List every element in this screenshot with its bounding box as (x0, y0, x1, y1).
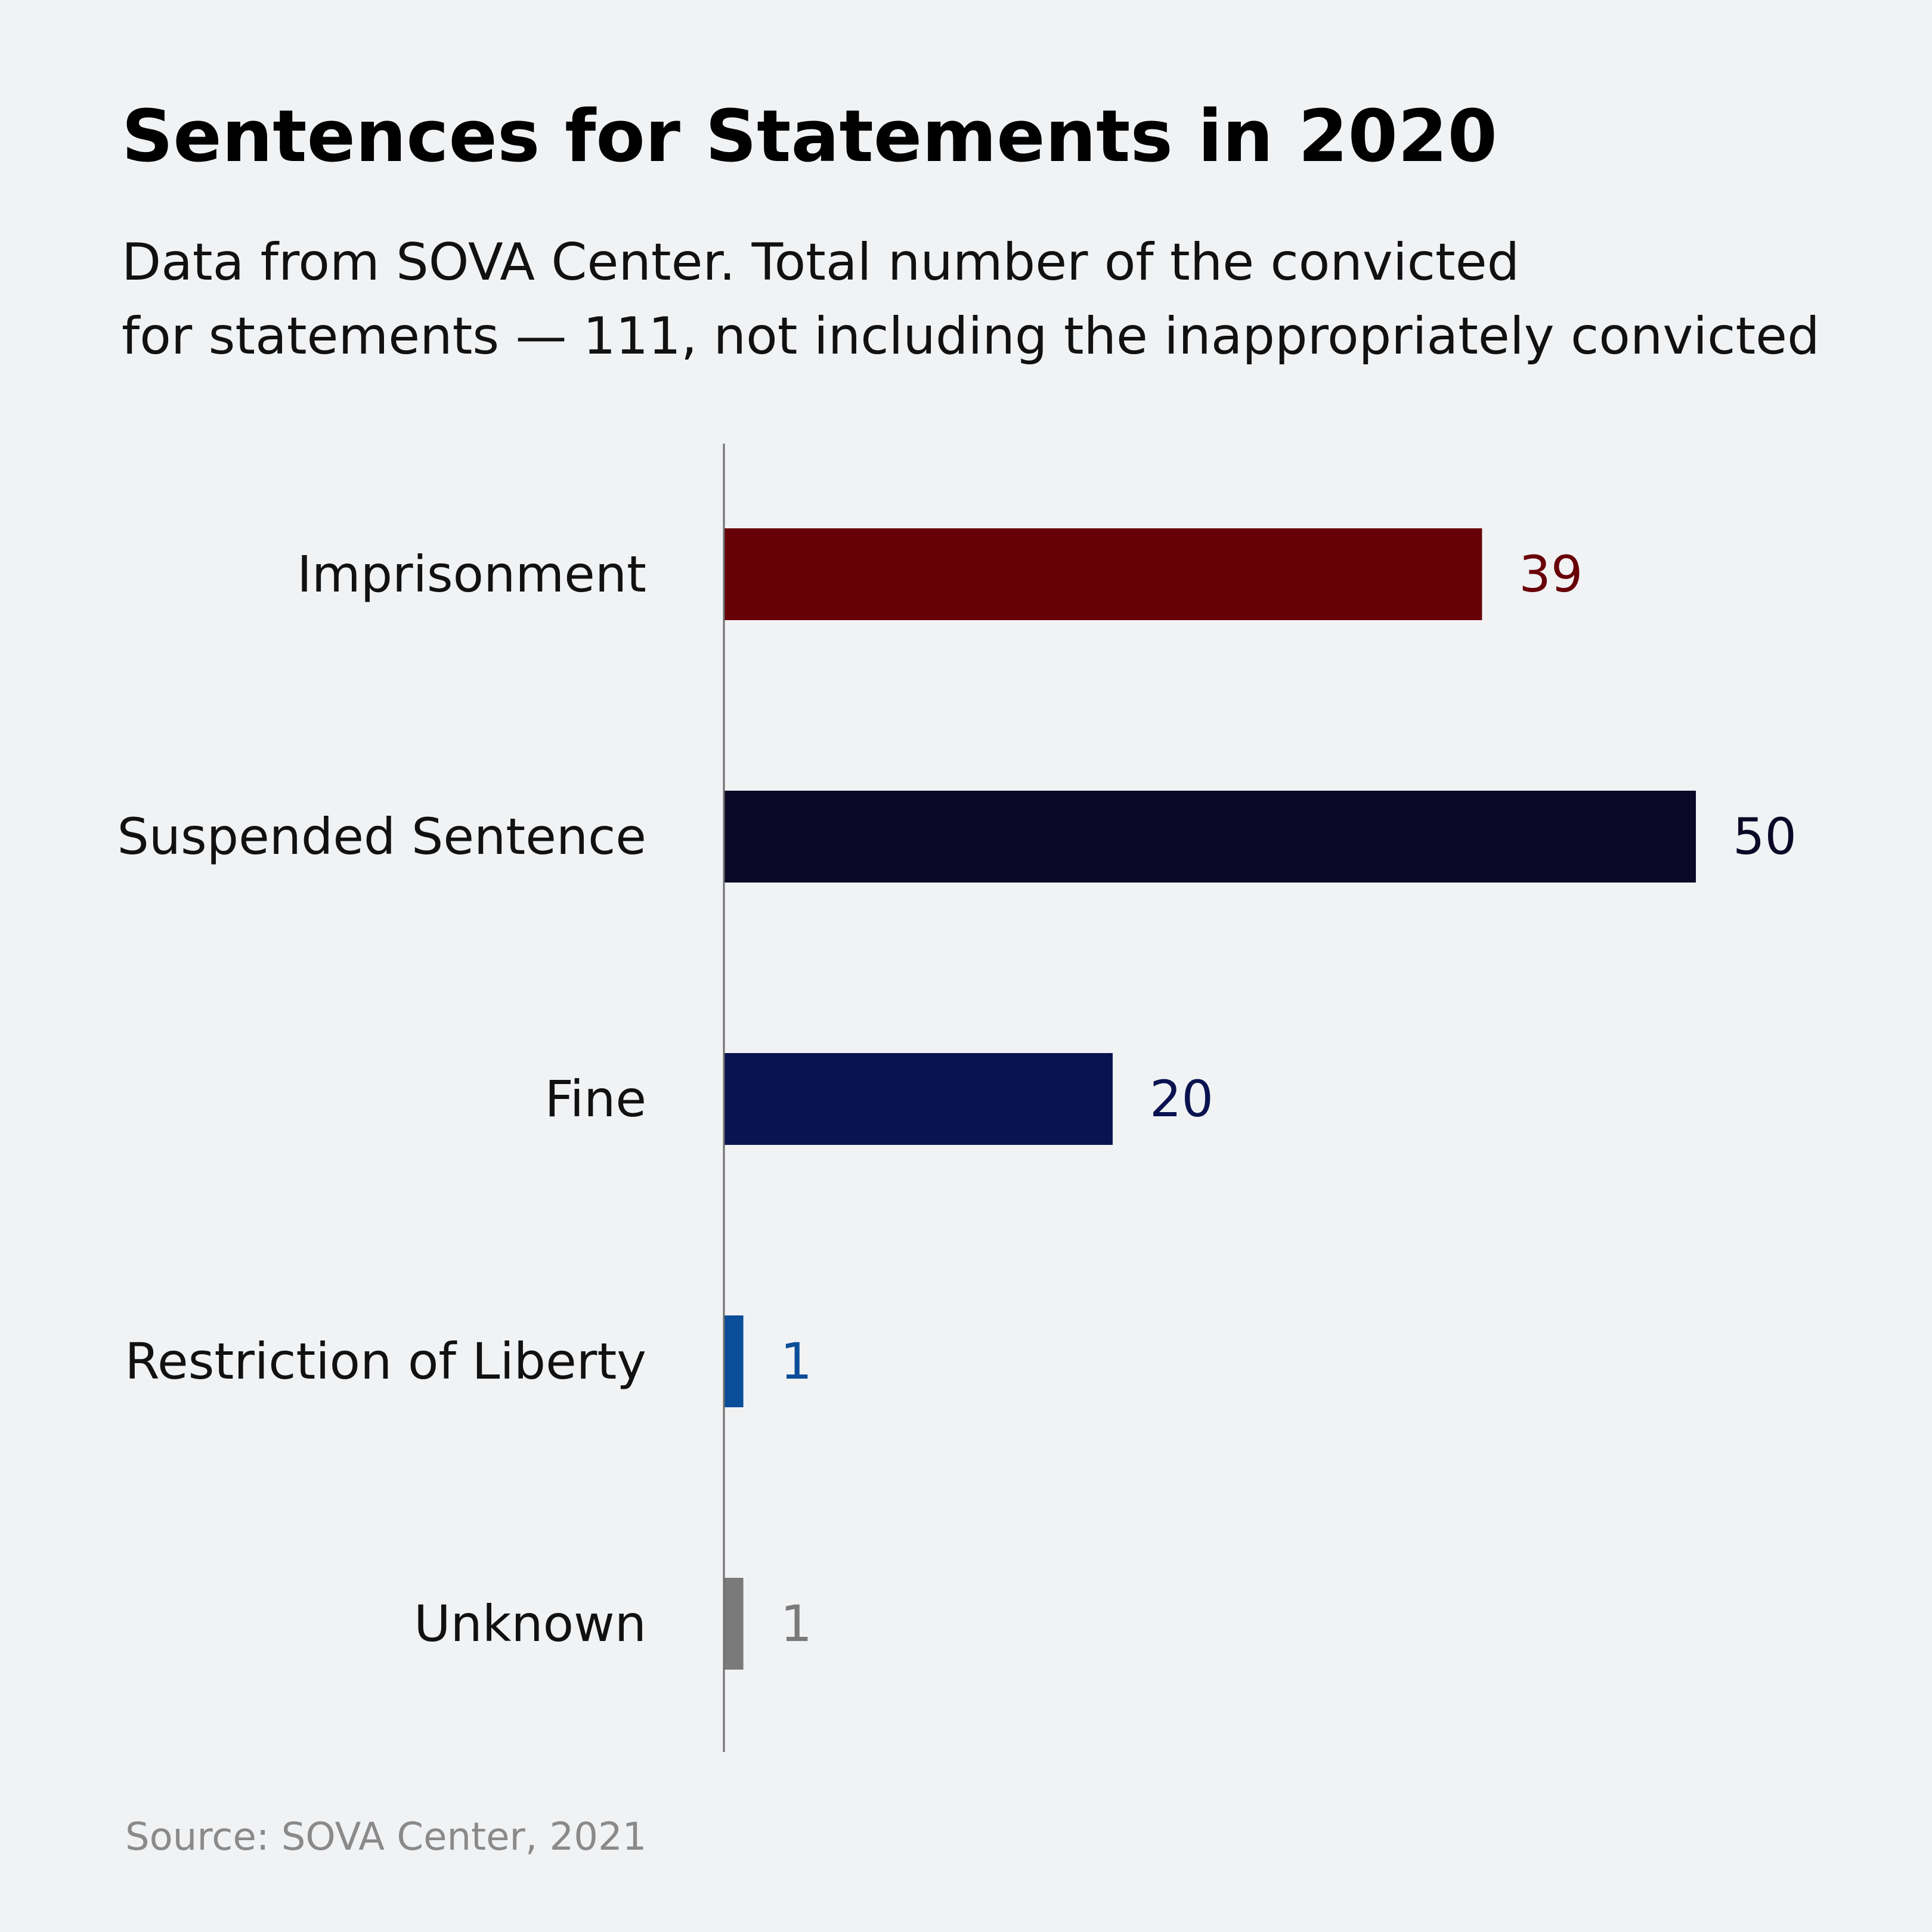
category-label-restriction-of-liberty: Restriction of Liberty (125, 1332, 646, 1391)
value-label-restriction-of-liberty: 1 (781, 1332, 812, 1391)
bar-fine (724, 1053, 1113, 1145)
chart-subtitle: Data from SOVA Center. Total number of t… (122, 225, 1820, 373)
value-label-imprisonment: 39 (1519, 545, 1583, 603)
value-label-fine: 20 (1150, 1070, 1213, 1128)
subtitle-line-2: for statements — 111, not including the … (122, 306, 1820, 366)
bar-suspended-sentence (724, 791, 1696, 883)
bar-unknown (724, 1578, 744, 1670)
value-label-suspended-sentence: 50 (1733, 807, 1797, 866)
bar-imprisonment (724, 528, 1482, 620)
category-label-unknown: Unknown (414, 1594, 646, 1653)
value-label-unknown: 1 (781, 1594, 812, 1653)
source-note: Source: SOVA Center, 2021 (125, 1815, 647, 1859)
subtitle-line-1: Data from SOVA Center. Total number of t… (122, 233, 1520, 292)
category-label-imprisonment: Imprisonment (297, 545, 646, 603)
category-label-suspended-sentence: Suspended Sentence (117, 807, 646, 866)
category-label-fine: Fine (545, 1070, 646, 1128)
bar-restriction-of-liberty (724, 1315, 744, 1407)
chart-title: Sentences for Statements in 2020 (122, 95, 1498, 178)
